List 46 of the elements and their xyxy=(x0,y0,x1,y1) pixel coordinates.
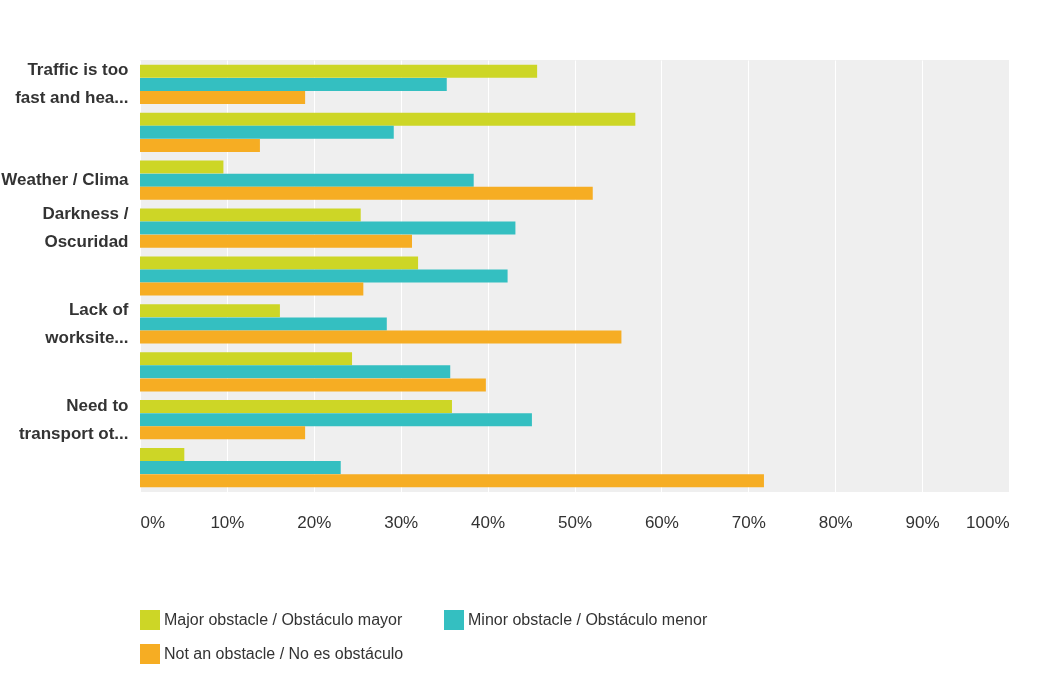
x-tick-label: 80% xyxy=(818,512,853,532)
bar xyxy=(140,208,361,222)
y-tick-label: Need to transport ot... xyxy=(18,395,129,443)
legend-label: Major obstacle / Obstáculo mayor xyxy=(164,611,403,628)
y-tick-label: Lack of worksite... xyxy=(44,299,129,347)
x-tick-label: 40% xyxy=(471,512,506,532)
bar xyxy=(140,365,451,379)
bar xyxy=(140,378,486,392)
bar xyxy=(140,160,224,174)
bar xyxy=(140,77,447,91)
bar xyxy=(140,330,622,344)
bar xyxy=(140,256,419,270)
legend-label: Not an obstacle / No es obstáculo xyxy=(164,645,404,662)
bar xyxy=(140,186,593,200)
y-tick-label: Traffic is too fast and hea... xyxy=(15,60,129,108)
bar xyxy=(140,352,353,366)
x-tick-label: 50% xyxy=(557,512,593,532)
x-tick-label: 10% xyxy=(210,512,245,532)
bar xyxy=(140,138,260,152)
y-tick-label: Weather / Clima xyxy=(1,170,130,190)
bar xyxy=(140,447,185,461)
x-tick-label: 60% xyxy=(644,512,679,532)
y-tick-label: Darkness / Oscuridad xyxy=(42,204,129,252)
bar xyxy=(140,234,412,248)
bar xyxy=(140,474,764,488)
x-tick-label: 30% xyxy=(384,512,419,532)
x-tick-label: 20% xyxy=(297,512,332,532)
bar xyxy=(140,173,474,187)
bar xyxy=(140,317,387,331)
legend-label: Minor obstacle / Obstáculo menor xyxy=(468,611,708,628)
bar xyxy=(140,400,452,414)
bar xyxy=(140,221,516,235)
bar xyxy=(140,426,306,440)
x-tick-label: 90% xyxy=(905,512,940,532)
bar xyxy=(140,413,532,427)
x-tick-label: 0% xyxy=(140,512,166,532)
bar xyxy=(140,461,341,475)
bar xyxy=(140,125,394,139)
bar xyxy=(140,112,636,126)
x-tick-label: 100% xyxy=(966,512,1010,532)
x-tick-label: 70% xyxy=(731,512,766,532)
bar xyxy=(140,304,280,318)
bar xyxy=(140,91,306,105)
bar xyxy=(140,64,538,78)
bar xyxy=(140,282,364,296)
bar xyxy=(140,269,508,283)
